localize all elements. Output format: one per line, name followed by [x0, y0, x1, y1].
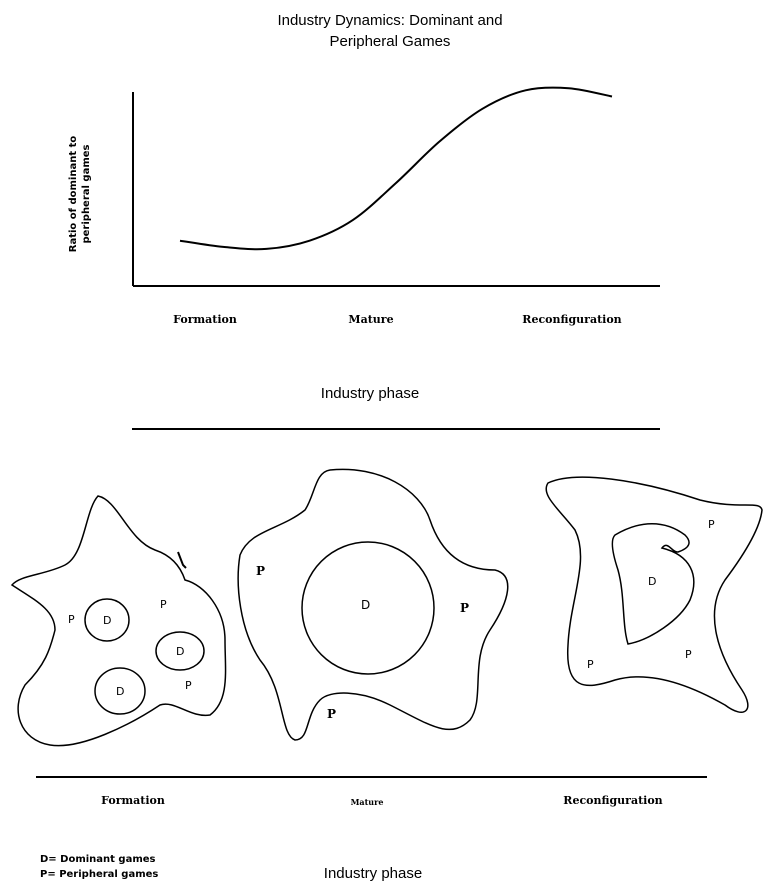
legend-dominant: D= Dominant games: [40, 854, 156, 865]
chart-title-line-1: Industry Dynamics: Dominant and: [277, 12, 503, 29]
ratio-curve: [179, 86, 613, 251]
mature-p-label-3: P: [327, 707, 336, 721]
mature-p-label-1: P: [256, 564, 265, 578]
reconfiguration-p-label-1: P: [708, 518, 715, 531]
formation-industry-blob: [10, 495, 227, 747]
formation-d-label-3: D: [116, 685, 124, 698]
top-phase-label-formation: Formation: [173, 313, 237, 326]
top-phase-label-mature: Mature: [348, 313, 394, 326]
reconfiguration-labels: P D P P: [587, 518, 715, 671]
chart-title: Industry Dynamics: Dominant and Peripher…: [200, 10, 580, 52]
mature-d-label: D: [361, 598, 370, 612]
mature-p-label-2: P: [460, 601, 469, 615]
y-axis-label-line-2: peripheral games: [81, 144, 92, 244]
bottom-phase-label-mature: Mature: [350, 797, 384, 807]
y-axis-label: Ratio of dominant to peripheral games: [67, 134, 93, 254]
legend-peripheral: P= Peripheral games: [40, 869, 159, 880]
top-x-axis-title: Industry phase: [320, 385, 420, 402]
mature-dominant-circle: [301, 541, 435, 675]
bottom-phase-label-formation: Formation: [101, 794, 165, 807]
formation-p-label-2: P: [160, 598, 167, 611]
bottom-phase-label-reconfiguration: Reconfiguration: [563, 794, 663, 807]
formation-dominant-circle-1: [84, 598, 130, 642]
formation-labels: P D P D D P: [68, 598, 192, 698]
formation-dominant-circle-3: [94, 667, 146, 715]
formation-d-label-1: D: [103, 614, 111, 627]
reconfiguration-p-label-3: P: [685, 648, 692, 661]
y-axis-label-line-1: Ratio of dominant to: [68, 135, 79, 253]
formation-dominant-circle-2: [155, 631, 205, 671]
legend: D= Dominant games P= Peripheral games: [40, 852, 158, 882]
reconfiguration-industry-blob: [545, 476, 763, 713]
mature-industry-blob: [237, 468, 509, 741]
top-phase-label-reconfiguration: Reconfiguration: [522, 313, 622, 326]
formation-p-label-3: P: [185, 679, 192, 692]
chart-title-line-2: Peripheral Games: [329, 33, 451, 50]
reconfiguration-dominant-shape: [611, 523, 695, 645]
mature-labels: P D P P: [256, 564, 469, 721]
reconfiguration-p-label-2: P: [587, 658, 594, 671]
reconfiguration-d-label: D: [648, 575, 656, 588]
formation-d-label-2: D: [176, 645, 184, 658]
formation-p-label-1: P: [68, 613, 75, 626]
bottom-x-axis-title: Industry phase: [323, 865, 423, 882]
formation-notch: [177, 551, 187, 569]
